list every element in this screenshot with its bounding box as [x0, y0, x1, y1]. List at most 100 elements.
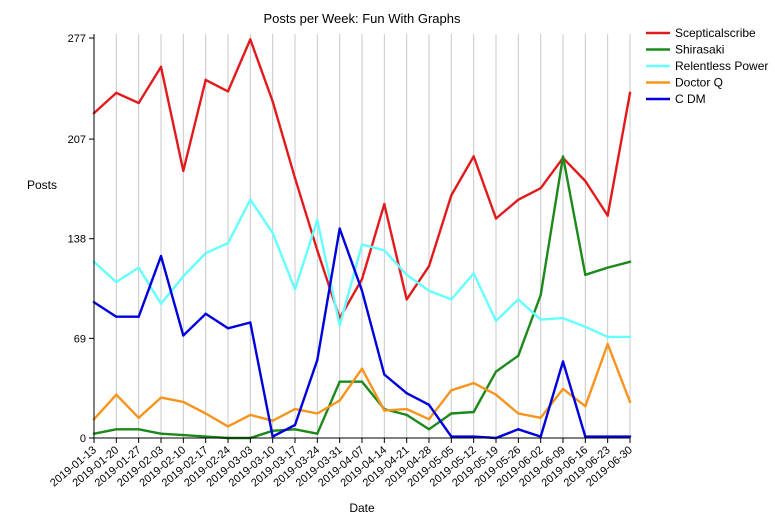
data-point	[383, 373, 386, 376]
data-point	[249, 198, 252, 201]
data-point	[472, 381, 475, 385]
data-point	[316, 432, 319, 435]
data-point	[539, 435, 542, 438]
legend: Scepticalscribe Shirasaki Relentless Power…	[646, 26, 768, 106]
data-point	[204, 78, 207, 82]
data-point	[182, 169, 185, 173]
data-point	[316, 358, 319, 362]
data-point	[427, 289, 431, 292]
data-point	[539, 186, 542, 190]
series-lines	[92, 38, 632, 440]
data-point	[360, 367, 364, 370]
data-point	[606, 214, 609, 217]
data-point	[494, 217, 498, 220]
data-point	[182, 400, 185, 404]
data-point	[204, 251, 207, 255]
legend-label: Relentless Power	[675, 59, 768, 73]
data-point	[182, 334, 185, 337]
data-point	[271, 231, 274, 235]
data-point	[271, 100, 274, 103]
data-point	[427, 428, 431, 431]
data-point	[115, 393, 118, 396]
data-point	[628, 400, 632, 404]
data-point	[539, 293, 542, 297]
data-point	[226, 425, 230, 428]
y-tick-label: 69	[74, 333, 86, 345]
data-point	[450, 194, 453, 197]
data-point	[405, 273, 408, 277]
data-point	[405, 392, 408, 395]
data-point	[517, 198, 520, 201]
data-point	[226, 327, 230, 330]
data-point	[338, 380, 341, 383]
data-point	[182, 433, 185, 437]
data-point	[539, 318, 542, 321]
data-point	[204, 412, 207, 415]
data-point	[249, 413, 252, 417]
data-point	[226, 90, 230, 93]
data-point	[137, 315, 140, 318]
data-point	[293, 288, 297, 291]
data-point	[360, 277, 364, 281]
data-point	[159, 302, 163, 305]
data-point	[360, 243, 364, 246]
data-point	[561, 316, 565, 320]
legend-label: Scepticalscribe	[675, 26, 756, 40]
data-point	[204, 435, 207, 438]
data-point	[405, 298, 408, 301]
data-point	[137, 416, 140, 419]
data-point	[271, 435, 274, 438]
data-point	[517, 298, 520, 301]
data-point	[137, 428, 140, 431]
x-axis-label: Date	[349, 501, 375, 515]
data-point	[115, 315, 118, 318]
data-point	[584, 179, 587, 183]
data-point	[383, 202, 386, 206]
data-point	[405, 413, 408, 417]
data-point	[137, 101, 140, 105]
data-point	[628, 435, 632, 438]
data-point	[427, 264, 431, 268]
data-point	[137, 266, 140, 269]
data-point	[159, 65, 163, 69]
data-point	[115, 428, 118, 431]
data-point	[472, 272, 475, 275]
data-point	[360, 289, 364, 292]
data-point	[494, 393, 498, 396]
data-point	[494, 319, 498, 323]
data-point	[628, 260, 632, 264]
data-point	[271, 419, 274, 422]
data-point	[606, 435, 609, 438]
data-point	[383, 409, 386, 412]
y-tick-label: 138	[68, 234, 86, 246]
data-point	[159, 432, 163, 435]
data-point	[226, 241, 230, 245]
data-point	[115, 280, 118, 284]
data-point	[316, 412, 319, 415]
data-point	[182, 275, 185, 278]
data-point	[293, 428, 297, 431]
data-point	[338, 324, 341, 327]
data-point	[159, 396, 163, 399]
y-tick-label: 0	[80, 433, 86, 445]
y-tick-label: 207	[68, 134, 86, 146]
data-point	[539, 416, 542, 419]
data-point	[561, 155, 565, 158]
data-point	[561, 387, 565, 391]
data-point	[338, 227, 341, 230]
y-tick-label: 277	[68, 33, 86, 45]
data-point	[450, 389, 453, 392]
data-point	[293, 407, 297, 411]
data-point	[293, 176, 297, 180]
data-point	[517, 412, 520, 415]
data-point	[405, 407, 408, 411]
data-point	[472, 435, 475, 438]
data-point	[517, 354, 520, 357]
data-point	[606, 266, 609, 269]
data-point	[360, 380, 364, 383]
data-point	[584, 273, 587, 277]
data-point	[450, 435, 453, 438]
data-point	[450, 412, 453, 415]
